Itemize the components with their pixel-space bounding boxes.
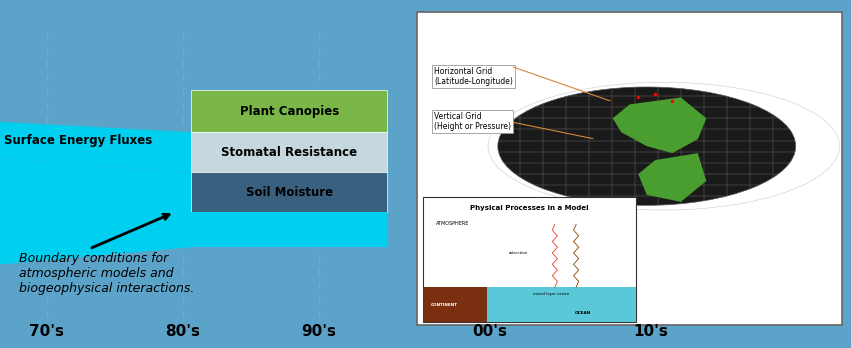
Text: 00's: 00's [471, 324, 507, 339]
Text: mixed layer ocean: mixed layer ocean [533, 292, 568, 296]
Text: 10's: 10's [634, 324, 668, 339]
Text: CONTINENT: CONTINENT [431, 302, 458, 307]
Polygon shape [613, 97, 706, 153]
Polygon shape [638, 153, 706, 202]
Text: Horizontal Grid
(Latitude-Longitude): Horizontal Grid (Latitude-Longitude) [434, 67, 513, 86]
Text: 70's: 70's [29, 324, 65, 339]
Text: Physical Processes in a Model: Physical Processes in a Model [470, 205, 589, 211]
Text: Vertical Grid
(Height or Pressure): Vertical Grid (Height or Pressure) [434, 112, 511, 132]
Bar [191, 172, 387, 212]
Bar [423, 197, 636, 322]
Text: Stomatal Resistance: Stomatal Resistance [221, 146, 357, 159]
Polygon shape [0, 158, 191, 264]
Text: 90's: 90's [301, 324, 337, 339]
Text: OCEAN: OCEAN [574, 311, 591, 315]
Text: Surface Energy Fluxes: Surface Energy Fluxes [4, 134, 152, 148]
Text: Boundary conditions for
atmospheric models and
biogeophysical interactions.: Boundary conditions for atmospheric mode… [19, 252, 194, 295]
Text: Plant Canopies: Plant Canopies [240, 105, 339, 118]
Text: Soil Moisture: Soil Moisture [246, 186, 333, 199]
Polygon shape [0, 122, 191, 172]
Bar [417, 12, 842, 325]
Text: ATMOSPHERE: ATMOSPHERE [436, 221, 469, 226]
Polygon shape [191, 212, 387, 247]
Polygon shape [487, 287, 636, 322]
Text: advection: advection [509, 251, 528, 255]
Text: 80's: 80's [165, 324, 201, 339]
Polygon shape [423, 287, 504, 322]
Bar [191, 132, 387, 172]
Bar [191, 90, 387, 132]
Ellipse shape [498, 87, 796, 205]
